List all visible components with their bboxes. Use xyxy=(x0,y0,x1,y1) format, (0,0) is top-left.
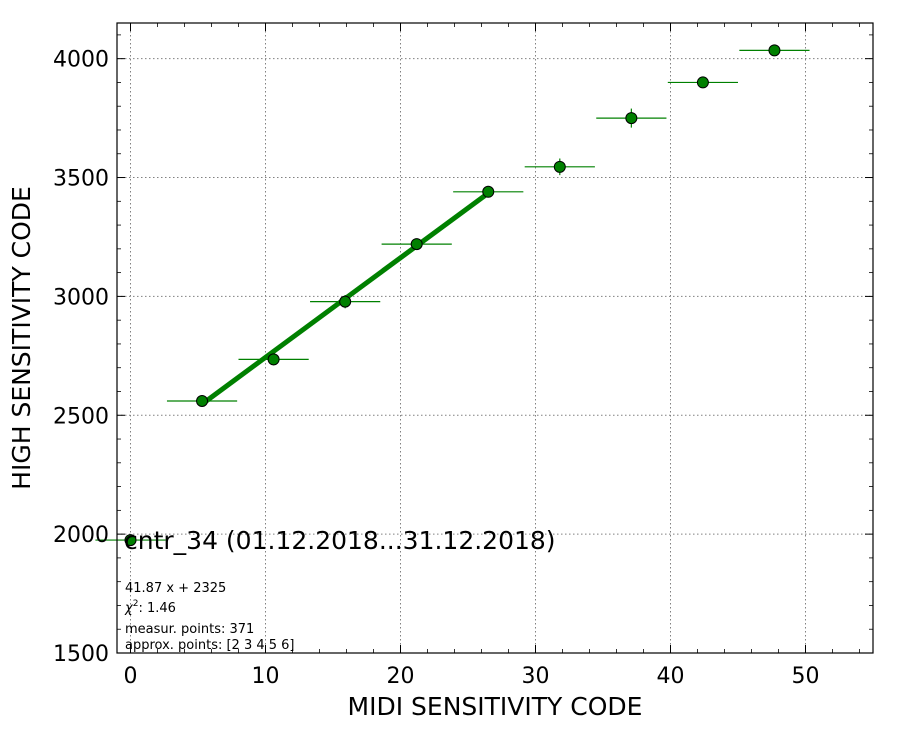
plot-frame xyxy=(116,22,874,654)
y-tick-label: 3000 xyxy=(53,285,109,310)
data-point xyxy=(196,395,209,407)
x-tick-label: 50 xyxy=(792,664,820,689)
y-tick-label: 2500 xyxy=(53,404,109,429)
x-axis-label: MIDI SENSITIVITY CODE xyxy=(348,692,643,721)
chart-title-annotation: cntr_34 (01.12.2018...31.12.2018) xyxy=(124,526,556,555)
plot-background xyxy=(117,23,873,653)
grid xyxy=(117,23,873,654)
x-tick-label: 30 xyxy=(522,664,550,689)
data-point xyxy=(339,295,352,308)
data-point xyxy=(410,238,423,251)
data-point xyxy=(768,44,781,57)
y-tick-label: 1500 xyxy=(53,642,109,667)
x-tick-label: 40 xyxy=(657,664,685,689)
y-tick-label: 2000 xyxy=(53,523,109,548)
tick-labels: 0 10 20 30 40 50 1500 2000 2500 3000 3500 4000 xyxy=(53,48,820,689)
data-point xyxy=(267,353,280,366)
data-point xyxy=(625,112,638,125)
y-tick-label: 3500 xyxy=(53,167,109,192)
y-axis-label: HIGH SENSITIVITY CODE xyxy=(7,186,36,490)
data-point xyxy=(124,534,137,547)
measur-points: measur. points: 371 xyxy=(125,622,254,637)
ticks xyxy=(117,23,873,654)
y-tick-label: 4000 xyxy=(53,48,109,73)
fit-equation: 41.87 x + 2325 xyxy=(125,581,226,596)
chi2-annotation: χ2: 1.46 xyxy=(124,599,176,616)
x-tick-label: 20 xyxy=(387,664,415,689)
x-tick-label: 0 xyxy=(124,664,138,689)
data-point xyxy=(553,160,566,173)
x-tick-label: 10 xyxy=(252,664,280,689)
approx-points: approx. points: [2 3 4 5 6] xyxy=(125,638,295,653)
data-point xyxy=(696,76,709,89)
points-layer xyxy=(95,44,810,547)
data-point xyxy=(482,185,495,198)
